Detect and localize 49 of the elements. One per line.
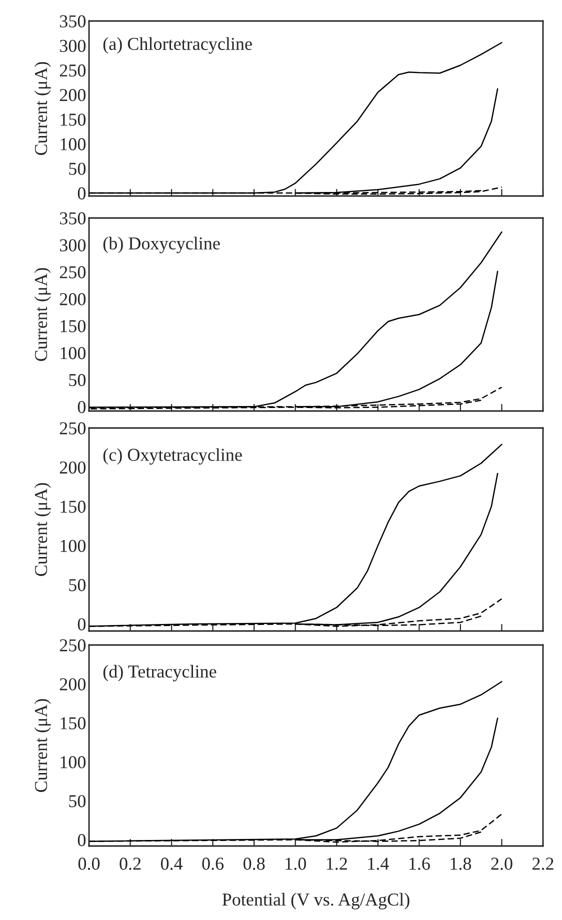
y-axis-title: Current (μA) <box>34 483 51 576</box>
x-tick-label: 2.0 <box>491 858 512 870</box>
y-tick-label: 300 <box>60 40 86 52</box>
y-tick-label: 100 <box>60 756 86 768</box>
y-axis-title: Current (μA) <box>34 62 51 155</box>
y-tick-label: 150 <box>60 114 86 126</box>
y-tick-label: 50 <box>69 795 86 808</box>
y-tick-label: 100 <box>60 540 86 552</box>
x-tick-label: 1.0 <box>286 858 306 870</box>
y-tick-label: 150 <box>60 320 86 332</box>
y-tick-label: 350 <box>60 15 86 28</box>
x-tick-label: 1.8 <box>450 858 472 870</box>
y-tick-label: 50 <box>69 579 86 592</box>
y-tick-label: 200 <box>60 678 86 690</box>
x-tick-label: 0.6 <box>202 858 224 870</box>
y-axis-title: Current (μA) <box>34 268 51 361</box>
y-tick-label: 150 <box>60 500 86 513</box>
y-tick-label: 200 <box>60 88 86 102</box>
y-tick-label: 250 <box>60 64 86 77</box>
annotation: (d) Tetracycline <box>103 664 216 682</box>
x-tick-label: 0.0 <box>78 858 100 870</box>
y-tick-label: 50 <box>69 374 86 386</box>
y-tick-label: 250 <box>60 422 86 434</box>
y-tick-label: 200 <box>60 293 86 306</box>
y-tick-label: 300 <box>60 239 86 252</box>
x-tick-label: 1.2 <box>326 858 347 870</box>
annotation: (a) Chlortetracycline <box>103 37 252 54</box>
y-tick-label: 50 <box>69 162 86 175</box>
annotation: (b) Doxycycline <box>103 236 220 254</box>
y-tick-label: 0 <box>78 187 86 200</box>
x-tick-label: 1.6 <box>409 858 430 870</box>
x-tick-label: 0.2 <box>120 858 141 870</box>
y-tick-label: 0 <box>78 400 86 414</box>
x-axis-title: Potential (V vs. Ag/AgCl) <box>222 892 410 910</box>
y-tick-label: 0 <box>78 834 86 846</box>
annotation: (c) Oxytetracycline <box>103 448 242 465</box>
y-tick-label: 350 <box>60 212 86 224</box>
y-tick-label: 250 <box>60 266 86 278</box>
y-axis-title: Current (μA) <box>34 699 51 792</box>
y-tick-label: 250 <box>60 639 86 652</box>
y-tick-label: 0 <box>78 618 86 630</box>
x-tick-label: 2.2 <box>532 858 554 870</box>
x-tick-label: 0.8 <box>243 858 265 870</box>
y-tick-label: 100 <box>60 138 86 150</box>
y-tick-label: 200 <box>60 461 86 474</box>
x-tick-label: 0.4 <box>160 858 183 870</box>
x-tick-label: 1.4 <box>368 858 389 870</box>
y-tick-label: 150 <box>60 717 86 730</box>
y-tick-label: 100 <box>60 347 86 360</box>
